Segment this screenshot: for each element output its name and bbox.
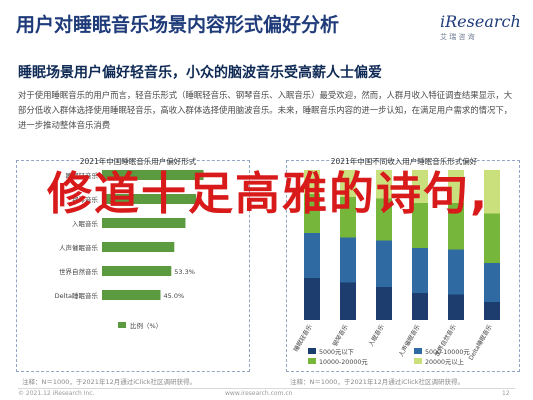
right-chart-note: 注释：N＝1000，于2021年12月通过iClick社区调研获得。	[290, 378, 465, 386]
right-category-label: 钢琴音乐	[331, 323, 350, 348]
right-legend-swatch	[308, 358, 316, 364]
right-legend-swatch	[414, 358, 422, 364]
right-stacked-segment	[340, 197, 356, 238]
right-chart-title: 2021年中国不同收入用户睡眠音乐形式偏好	[331, 156, 478, 166]
logo-main-text: iResearch	[440, 12, 521, 31]
left-bar	[102, 242, 175, 252]
right-stacked-segment	[448, 249, 464, 295]
right-legend-label: 5000-10000元	[425, 348, 470, 356]
right-stacked-segment	[376, 170, 392, 199]
right-stacked-segment	[484, 170, 500, 214]
right-stacked-segment	[304, 278, 320, 320]
left-category-label: Delta睡眠音乐	[55, 291, 99, 300]
right-legend-swatch	[414, 348, 422, 354]
left-chart-panel	[16, 160, 250, 372]
right-stacked-segment	[412, 203, 428, 248]
left-bar	[102, 290, 161, 300]
left-category-label: 睡眠轻音乐	[66, 171, 99, 180]
right-stacked-segment	[376, 287, 392, 320]
footer-url: www.iresearch.com.cn	[225, 390, 293, 397]
left-category-label: 人声催眠音乐	[59, 243, 99, 252]
description-paragraph: 对于使用睡眠音乐的用户而言，轻音乐形式（睡眠轻音乐、钢琴音乐、入眠音乐）最受欢迎…	[18, 90, 513, 130]
right-stacked-segment	[448, 170, 464, 203]
right-stacked-segment	[412, 170, 428, 203]
left-bar	[102, 194, 197, 204]
left-value-label: 53.3%	[174, 268, 195, 276]
right-stacked-segment	[484, 302, 500, 320]
right-stacked-segment	[340, 170, 356, 197]
right-stacked-segment	[412, 293, 428, 320]
right-stacked-segment	[304, 233, 320, 278]
left-value-label: 45.0%	[164, 292, 185, 300]
left-chart-title: 2021年中国睡眠音乐用户偏好形式	[80, 156, 197, 166]
left-bar-chart: 2021年中国睡眠音乐用户偏好形式睡眠轻音乐钢琴音乐入眠音乐人声催眠音乐世界自然…	[55, 156, 204, 330]
right-category-label: 入眠音乐	[367, 323, 386, 348]
right-stacked-segment	[304, 194, 320, 233]
iresearch-logo: iResearch 艾 瑞 咨 询	[440, 12, 524, 46]
footer-divider	[18, 388, 515, 389]
left-legend-label: 比例（%）	[130, 321, 162, 330]
right-chart-panel	[286, 160, 520, 372]
right-stacked-segment	[484, 213, 500, 263]
right-legend-label: 5000元以下	[319, 348, 354, 356]
left-bar	[102, 266, 172, 276]
left-category-label: 世界自然音乐	[59, 267, 99, 276]
right-stacked-segment	[448, 294, 464, 320]
left-bar	[102, 218, 186, 228]
left-chart-note: 注释：N＝1000，于2021年12月通过iClick社区调研获得。	[22, 378, 197, 386]
left-category-label: 入眠音乐	[72, 219, 99, 228]
left-bar	[102, 170, 204, 180]
right-legend-label: 20000元以上	[425, 357, 464, 366]
page-title: 用户对睡眠音乐场景内容形式偏好分析	[16, 14, 340, 36]
right-stacked-segment	[448, 203, 464, 250]
right-legend-label: 10000-20000元	[319, 358, 368, 366]
footer-copyright: © 2021.12 iResearch Inc.	[18, 390, 95, 397]
overlay-title: 修道十足高雅的诗句,	[46, 167, 490, 220]
right-stacked-segment	[340, 237, 356, 283]
section-subtitle: 睡眠场景用户偏好轻音乐，小众的脑波音乐受高薪人士偏爱	[18, 65, 382, 81]
right-legend-swatch	[308, 348, 316, 354]
right-stacked-segment	[304, 170, 320, 194]
left-category-label: 钢琴音乐	[72, 195, 99, 204]
left-legend-swatch	[118, 322, 126, 328]
right-stacked-segment	[376, 240, 392, 287]
logo-sub-text: 艾 瑞 咨 询	[440, 33, 475, 41]
right-stacked-segment	[412, 248, 428, 293]
right-stacked-segment	[340, 282, 356, 320]
right-stacked-segment	[484, 263, 500, 302]
right-stacked-segment	[376, 198, 392, 241]
footer-page-number: 12	[502, 390, 510, 397]
right-category-label: Delta睡眠音乐	[467, 323, 494, 362]
